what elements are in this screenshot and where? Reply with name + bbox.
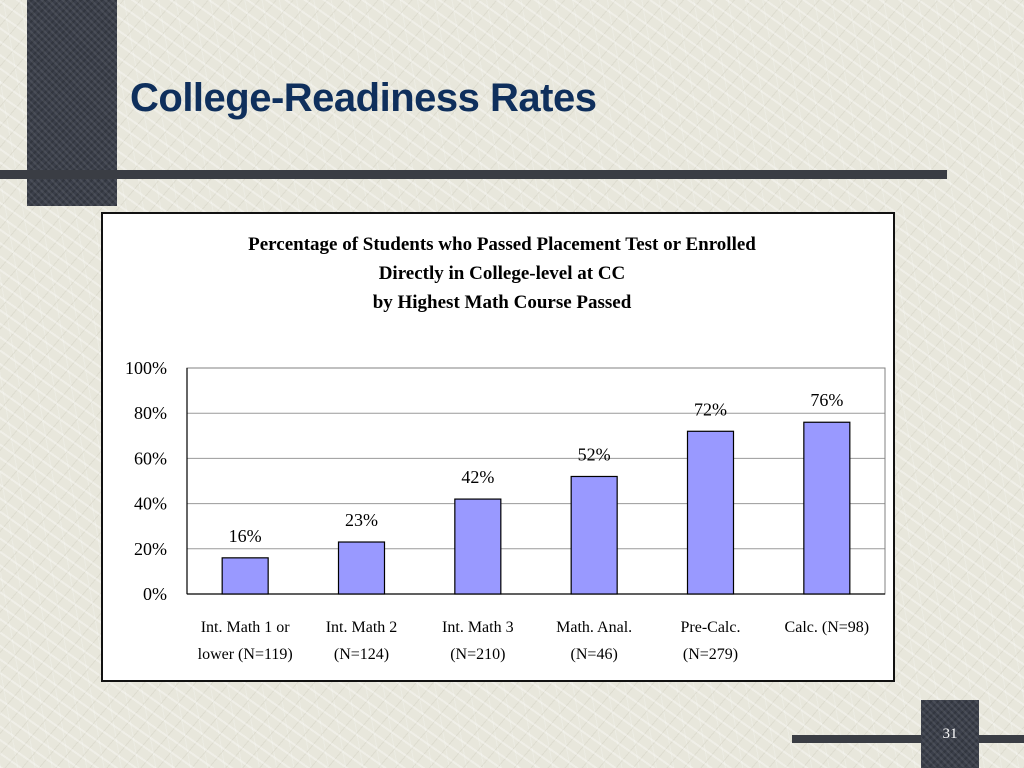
data-label: 72% [694, 399, 727, 419]
x-tick-label: (N=124) [334, 646, 389, 663]
data-label: 16% [229, 526, 262, 546]
bar [803, 421, 851, 595]
plot-area [186, 367, 886, 595]
data-label: 23% [345, 510, 378, 530]
y-tick-label: 20% [134, 539, 167, 559]
chart-title-line: Directly in College-level at CC [379, 263, 626, 284]
slide-title: College-Readiness Rates [130, 76, 597, 120]
chart-frame: Percentage of Students who Passed Placem… [101, 212, 895, 682]
bar [221, 557, 269, 595]
y-tick-label: 60% [134, 448, 167, 468]
x-tick-label: lower (N=119) [198, 646, 293, 663]
chart-title-line: Percentage of Students who Passed Placem… [248, 234, 756, 255]
bar [337, 541, 386, 595]
footer-divider [792, 735, 1024, 743]
y-tick-label: 40% [134, 494, 167, 514]
y-tick-label: 0% [143, 584, 167, 604]
chart-title-line: by Highest Math Course Passed [373, 292, 632, 313]
y-tick-label: 100% [125, 358, 167, 378]
x-tick-label: Int. Math 3 [442, 619, 514, 636]
bar [570, 475, 618, 595]
x-tick-label: (N=279) [683, 646, 738, 663]
bar [454, 498, 502, 595]
y-tick-label: 80% [134, 403, 167, 423]
slide-number: 31 [942, 726, 958, 742]
data-label: 52% [578, 444, 611, 464]
x-tick-label: Int. Math 1 or [201, 619, 291, 636]
x-tick-label: (N=46) [571, 646, 618, 663]
x-tick-label: (N=210) [450, 646, 505, 663]
data-label: 76% [810, 390, 843, 410]
x-tick-label: Pre-Calc. [681, 619, 741, 636]
bar [686, 430, 735, 595]
data-label: 42% [461, 467, 494, 487]
x-tick-label: Int. Math 2 [326, 619, 398, 636]
title-divider [0, 170, 947, 179]
x-tick-label: Math. Anal. [556, 619, 632, 636]
slide-number-block [921, 700, 979, 768]
x-tick-label: Calc. (N=98) [785, 619, 870, 636]
bar-chart: Percentage of Students who Passed Placem… [125, 234, 886, 663]
